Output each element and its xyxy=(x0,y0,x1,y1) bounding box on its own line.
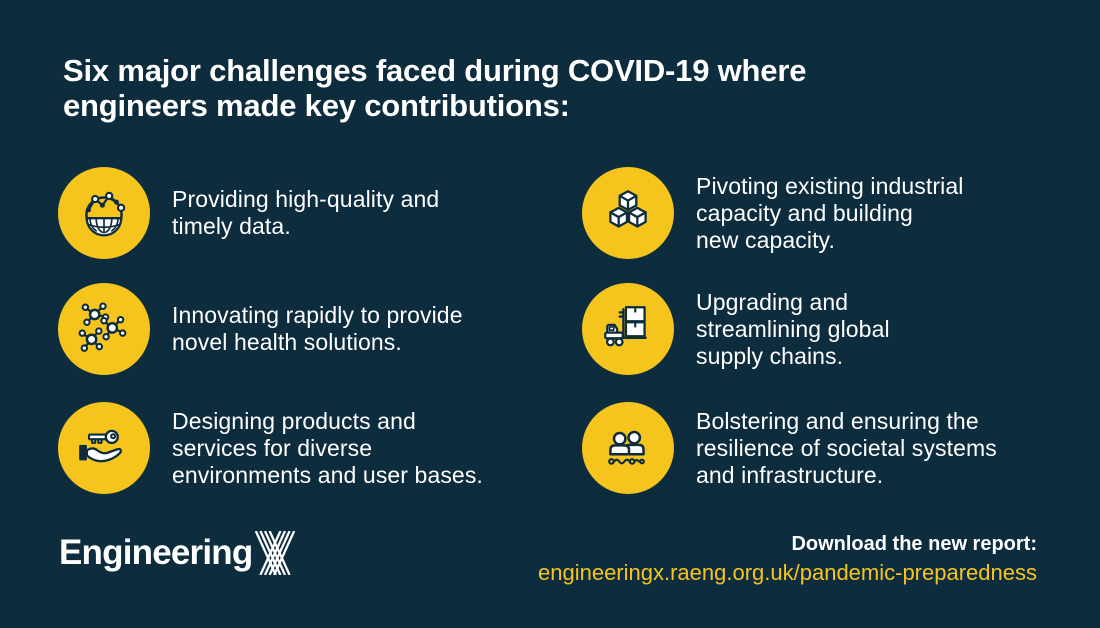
challenge-text: Designing products and services for dive… xyxy=(172,407,483,488)
challenge-text: Innovating rapidly to provide novel heal… xyxy=(172,302,463,355)
challenge-item-data: Providing high-quality and timely data. xyxy=(58,167,439,259)
icon-badge xyxy=(582,402,674,494)
page-title: Six major challenges faced during COVID-… xyxy=(63,53,807,123)
challenge-item-resilience: Bolstering and ensuring the resilience o… xyxy=(582,402,997,494)
download-label: Download the new report: xyxy=(791,533,1037,555)
icon-badge xyxy=(58,167,150,259)
icon-badge xyxy=(582,167,674,259)
hand-key-icon xyxy=(79,429,122,463)
people-icon xyxy=(608,430,645,465)
challenge-item-design: Designing products and services for dive… xyxy=(58,402,483,494)
molecules-icon xyxy=(78,302,127,352)
challenge-text: Upgrading and streamlining global supply… xyxy=(696,288,890,369)
logo-x-icon xyxy=(255,531,296,575)
forklift-icon xyxy=(604,306,647,347)
challenge-item-capacity: Pivoting existing industrial capacity an… xyxy=(582,167,963,259)
cubes-icon xyxy=(609,190,647,228)
challenge-text: Bolstering and ensuring the resilience o… xyxy=(696,407,997,488)
icon-badge xyxy=(58,402,150,494)
challenge-item-supply: Upgrading and streamlining global supply… xyxy=(582,283,890,375)
logo-wordmark: Engineering xyxy=(59,533,253,572)
footer-download: Download the new report: engineeringx.ra… xyxy=(538,533,1037,586)
icon-badge xyxy=(58,283,150,375)
globe-network-icon xyxy=(85,191,126,237)
challenge-text: Pivoting existing industrial capacity an… xyxy=(696,172,964,253)
icon-badge xyxy=(582,283,674,375)
engineeringx-logo: Engineering xyxy=(59,530,296,576)
challenge-text: Providing high-quality and timely data. xyxy=(172,186,440,239)
report-url-link[interactable]: engineeringx.raeng.org.uk/pandemic-prepa… xyxy=(538,560,1037,585)
challenge-item-health: Innovating rapidly to provide novel heal… xyxy=(58,283,463,375)
